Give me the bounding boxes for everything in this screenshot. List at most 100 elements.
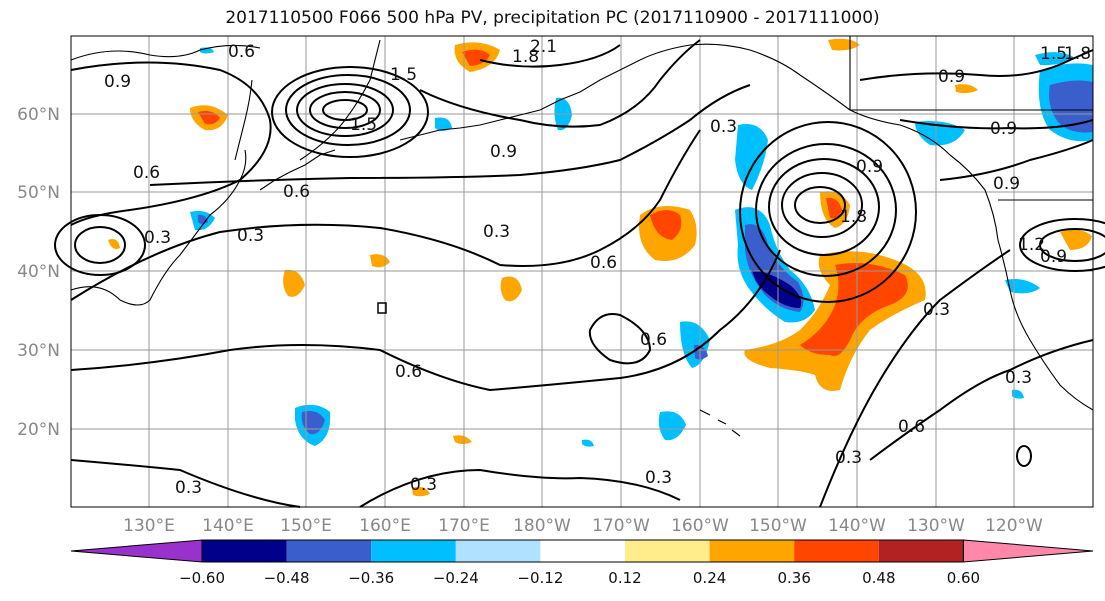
contour-label: 0.3	[483, 222, 510, 242]
colorbar-frame	[201, 539, 964, 563]
colorbar-tick-label: −0.12	[517, 569, 563, 587]
coastlines	[70, 36, 1094, 437]
pv-contours	[54, 39, 1105, 508]
pv-contour-line	[70, 459, 301, 508]
precip-positive-region	[500, 276, 522, 302]
colorbar-tick-label: −0.24	[433, 569, 479, 587]
longitude-labels: 130°E 140°E 150°E 160°E 170°E 180°W 170°…	[123, 516, 1043, 536]
pv-contour-line	[1019, 218, 1105, 272]
pv-contour-line	[588, 313, 652, 365]
lon-label: 140°E	[202, 516, 254, 536]
pv-contour-line	[899, 119, 1094, 130]
pv-contour-line	[1016, 445, 1032, 467]
pv-contour-line	[781, 172, 863, 238]
precip-negative-region	[582, 439, 594, 447]
contour-label: 0.3	[410, 475, 437, 495]
contour-label: 0.6	[228, 42, 255, 62]
pv-contour-line	[939, 139, 1094, 181]
pv-contour-line	[819, 249, 1011, 508]
latitude-labels: 60°N 50°N 40°N 30°N 20°N	[17, 105, 60, 440]
lon-label: 170°E	[438, 516, 490, 536]
contour-label: 1.8	[840, 207, 867, 227]
contour-label: 0.6	[898, 417, 925, 437]
pv-contour-line	[296, 83, 394, 137]
lat-label: 60°N	[17, 105, 60, 125]
lat-label: 30°N	[17, 341, 60, 361]
colorbar-extend-left	[70, 539, 203, 563]
lon-label: 150°W	[749, 516, 807, 536]
contour-label: 0.3	[710, 117, 737, 137]
lon-label: 120°W	[985, 516, 1043, 536]
lat-label: 50°N	[17, 183, 60, 203]
colorbar-segment	[202, 540, 287, 562]
lon-label: 160°E	[359, 516, 411, 536]
lon-label: 180°W	[513, 516, 571, 536]
precip-negative-region	[301, 411, 325, 435]
contour-label: 0.3	[645, 468, 672, 488]
precip-positive-region	[283, 269, 305, 297]
precip-negative-region	[1049, 80, 1093, 133]
colorbar-segment	[625, 540, 710, 562]
pv-contour-line	[271, 66, 429, 158]
pv-contour-line	[322, 99, 368, 121]
colorbar-segment	[286, 540, 372, 562]
russia-coast	[70, 44, 261, 61]
contour-label: 0.9	[938, 67, 965, 87]
contour-label: 0.6	[283, 182, 310, 202]
contour-label: 0.3	[1005, 368, 1032, 388]
colorbar-segment	[878, 540, 964, 562]
colorbar-tick-label: 0.48	[862, 569, 895, 587]
precip-negative-region	[735, 124, 768, 190]
colorbar-segment	[371, 540, 456, 562]
precip-negative-region	[1012, 389, 1024, 399]
colorbar-segment	[709, 540, 795, 562]
contour-label: 0.9	[1040, 247, 1067, 267]
contour-label: 0.3	[923, 300, 950, 320]
colorbar-segment	[540, 540, 625, 562]
precip-shading	[108, 38, 1093, 497]
contour-labels: 0.6 0.9 1.5 2.1 1.8 1.5 0.9 0.6 0.3 0.6 …	[104, 37, 1091, 498]
precip-positive-region	[108, 239, 120, 249]
contour-label: 0.9	[490, 142, 517, 162]
colorbar-tick-label: 0.60	[947, 569, 980, 587]
lon-label: 130°W	[907, 516, 965, 536]
contour-label: 0.3	[835, 448, 862, 468]
precip-positive-region	[650, 210, 682, 240]
contour-label: 0.3	[144, 228, 171, 248]
precip-positive-region	[828, 38, 860, 51]
aleutian-islands	[399, 59, 641, 141]
pv-contour-line	[70, 249, 781, 392]
pv-contour-line	[739, 121, 917, 303]
pv-contour-line	[768, 158, 880, 256]
sakhalin-coast	[234, 79, 253, 161]
colorbar-tick-label: 0.12	[608, 569, 641, 587]
precip-positive-region	[1060, 229, 1092, 250]
pv-contour-line	[479, 44, 621, 68]
lat-label: 20°N	[17, 420, 60, 440]
canada-border	[849, 36, 1093, 111]
colorbar-segment	[455, 540, 541, 562]
colorbar-tick-label: −0.36	[348, 569, 394, 587]
pv-contour-line	[149, 84, 751, 186]
pv-contour-line	[755, 143, 897, 277]
colorbar: −0.60 −0.48 −0.36 −0.24 −0.12 0.12 0.24 …	[70, 539, 1094, 587]
precip-negative-region	[680, 321, 710, 368]
contour-label: 0.6	[395, 362, 422, 382]
contour-label: 0.3	[175, 478, 202, 498]
contour-label: 0.6	[590, 253, 617, 273]
contour-label: 0.9	[104, 72, 131, 92]
graticule	[71, 36, 1093, 507]
pv-contour-line	[869, 339, 1094, 461]
alaska-coast	[639, 43, 1094, 411]
contour-label: 1.5	[1040, 44, 1067, 64]
contour-label: 0.9	[993, 174, 1020, 194]
precip-negative-region	[658, 411, 686, 441]
pv-contour-line	[70, 129, 701, 301]
precip-positive-region	[826, 197, 842, 219]
pv-contour-line	[70, 61, 272, 226]
precip-negative-region	[435, 117, 452, 131]
contour-label: 0.9	[856, 157, 883, 177]
contour-label: 0.6	[133, 163, 160, 183]
map-title: 2017110500 F066 500 hPa PV, precipitatio…	[225, 8, 880, 28]
precip-positive-region	[462, 49, 490, 66]
